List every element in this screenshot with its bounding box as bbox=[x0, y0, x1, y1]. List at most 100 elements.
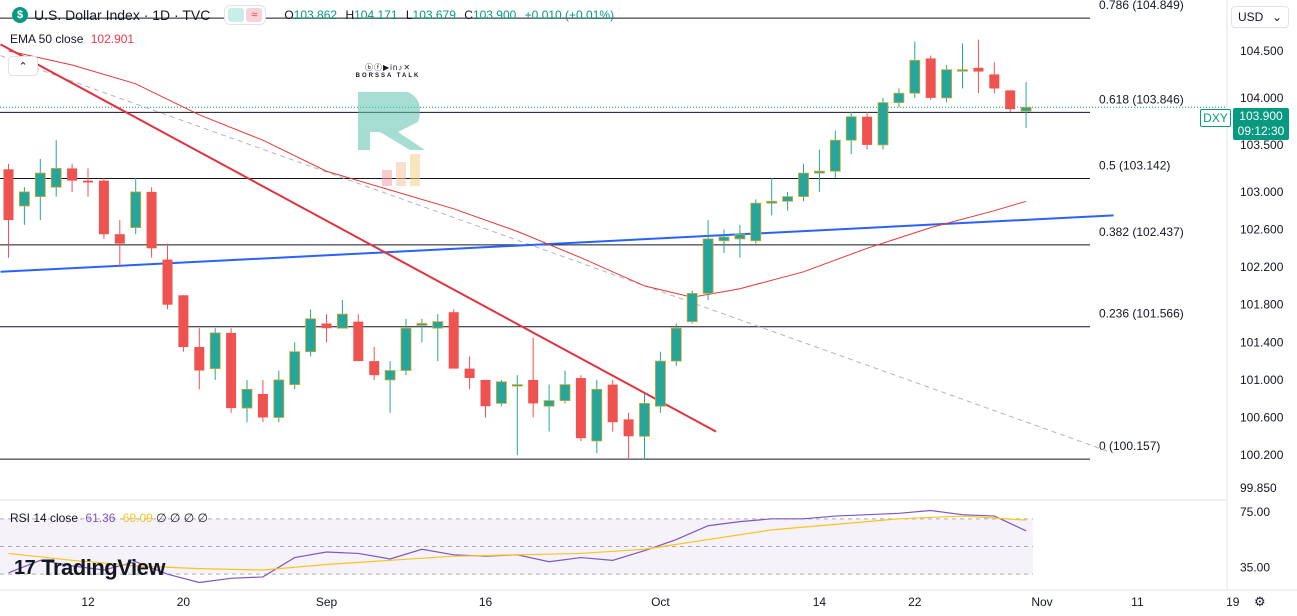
rsi-legend[interactable]: RSI 14 close 61.36 69.09 ∅ ∅ ∅ ∅ bbox=[10, 511, 208, 525]
candle-body bbox=[209, 332, 221, 370]
rsi-band-fill bbox=[0, 518, 1033, 575]
candle-body bbox=[464, 368, 475, 379]
candle-body bbox=[257, 394, 268, 418]
candle-body bbox=[670, 327, 682, 362]
candle-body bbox=[591, 388, 603, 442]
fib-level-label: 0.236 (101.566) bbox=[1099, 307, 1184, 321]
time-tick-label: Oct bbox=[651, 595, 670, 609]
time-tick-label: 12 bbox=[81, 595, 95, 609]
dollar-icon: $ bbox=[12, 7, 28, 23]
time-tick-label: 20 bbox=[177, 595, 191, 609]
logo-bar-1 bbox=[382, 170, 392, 186]
tradingview-logo[interactable]: 17 TradingView bbox=[14, 555, 165, 581]
candle-body bbox=[925, 58, 936, 98]
candle-body bbox=[18, 191, 30, 207]
candle-body bbox=[336, 313, 348, 329]
chevron-up-icon: ⌃ bbox=[18, 60, 28, 73]
time-tick-label: Sep bbox=[316, 595, 338, 609]
trendlines bbox=[0, 43, 1114, 454]
candle-body bbox=[686, 293, 698, 323]
ema-value: 102.901 bbox=[90, 32, 135, 46]
time-tick-label: 22 bbox=[908, 595, 922, 609]
price-axis[interactable]: 104.500 104.000 103.500 103.000 102.600 102.2… bbox=[1240, 44, 1284, 495]
candle-body bbox=[369, 361, 380, 376]
fib-level-label: 0.618 (103.846) bbox=[1099, 92, 1184, 106]
borssa-talk-watermark: ⓑⓕ▶in♪✕ BORSSA TALK bbox=[348, 62, 428, 79]
candle-body bbox=[766, 200, 778, 204]
price-tick-label: 104.000 bbox=[1240, 91, 1284, 105]
price-tick-label: 101.400 bbox=[1240, 335, 1284, 349]
ema-label: EMA 50 close bbox=[10, 32, 84, 46]
rsi-value: 61.36 bbox=[85, 511, 116, 525]
blue-trendline bbox=[0, 214, 1114, 273]
dashed-trendline bbox=[0, 55, 1114, 454]
candle-body bbox=[862, 116, 873, 145]
candle-body bbox=[241, 388, 253, 409]
rsi-pane: 75.00 35.00 bbox=[0, 505, 1270, 584]
candle-body bbox=[480, 379, 491, 407]
price-tick-label: 99.850 bbox=[1240, 481, 1277, 495]
candle-body bbox=[877, 102, 889, 146]
candle-body bbox=[639, 402, 650, 437]
candle-body bbox=[353, 321, 364, 362]
candle-body bbox=[3, 169, 14, 221]
tradingview-wordmark: TradingView bbox=[41, 555, 165, 580]
last-price-badge: 103.900 09:12:30 bbox=[1233, 108, 1289, 140]
candle-body bbox=[957, 69, 968, 72]
market-status-pill[interactable]: ≈ bbox=[224, 5, 267, 25]
low-value: 103.679 bbox=[412, 8, 456, 22]
candle-body bbox=[829, 139, 841, 172]
fib-level-label: 0.786 (104.849) bbox=[1099, 0, 1184, 12]
candle-body bbox=[400, 327, 412, 371]
red-trendline bbox=[0, 43, 717, 433]
candle-body bbox=[909, 59, 921, 94]
candle-body bbox=[782, 196, 793, 202]
symbol-title[interactable]: U.S. Dollar Index · 1D · TVC bbox=[34, 7, 211, 23]
watermark-name: BORSSA TALK bbox=[355, 73, 421, 79]
ema-legend[interactable]: EMA 50 close 102.901 bbox=[10, 32, 134, 46]
rsi-label: RSI 14 close bbox=[10, 511, 79, 525]
time-tick-label: Nov bbox=[1031, 595, 1052, 609]
candle-body bbox=[941, 69, 952, 99]
time-tick-label: 19 bbox=[1226, 595, 1240, 609]
candle-body bbox=[973, 67, 984, 72]
collapse-legend-button[interactable]: ⌃ bbox=[8, 56, 38, 76]
open-value: 103.862 bbox=[293, 8, 338, 22]
high-value: 104.171 bbox=[354, 8, 398, 22]
price-gridlines bbox=[0, 0, 1297, 591]
candle-body bbox=[511, 384, 523, 387]
time-tick-label: 16 bbox=[479, 595, 493, 609]
time-tick-label: 11 bbox=[1131, 595, 1144, 609]
chart-header: $ U.S. Dollar Index · 1D · TVC ≈ O103.86… bbox=[0, 4, 619, 26]
candle-body bbox=[543, 400, 555, 407]
candle-body bbox=[1020, 106, 1032, 112]
candle-body bbox=[416, 323, 428, 326]
price-tick-label: 103.000 bbox=[1240, 185, 1284, 199]
price-tick-label: 102.200 bbox=[1240, 260, 1284, 274]
candle-body bbox=[702, 238, 714, 294]
candle-body bbox=[289, 351, 301, 386]
candle-body bbox=[893, 92, 905, 103]
change-value: +0.010 (+0.01%) bbox=[524, 8, 615, 22]
rsi-ma-value: 69.09 bbox=[122, 511, 153, 525]
candle-body bbox=[814, 170, 825, 174]
time-axis[interactable]: 12 20 Sep 16 Oct 14 22 Nov 11 19 bbox=[81, 595, 1239, 609]
candle-body bbox=[607, 384, 618, 423]
rsi-extra-values: ∅ ∅ ∅ ∅ bbox=[156, 511, 208, 525]
rsi-tick-label: 75.00 bbox=[1240, 505, 1270, 519]
candle-body bbox=[67, 168, 78, 181]
price-tick-label: 100.600 bbox=[1240, 411, 1284, 425]
tradingview-mark-icon: 17 bbox=[14, 556, 36, 579]
gear-icon[interactable]: ⚙ bbox=[1254, 594, 1266, 609]
candle-body bbox=[83, 180, 93, 183]
currency-select[interactable]: USD ⌄ bbox=[1231, 6, 1289, 28]
borssa-talk-logo-icon bbox=[358, 92, 425, 186]
candle-body bbox=[162, 259, 173, 305]
candle-body bbox=[623, 419, 634, 437]
candle-body bbox=[178, 295, 189, 347]
candle-body bbox=[575, 378, 586, 439]
time-tick-label: 14 bbox=[813, 595, 827, 609]
currency-label: USD bbox=[1238, 10, 1264, 24]
logo-letter-shape bbox=[358, 92, 425, 150]
